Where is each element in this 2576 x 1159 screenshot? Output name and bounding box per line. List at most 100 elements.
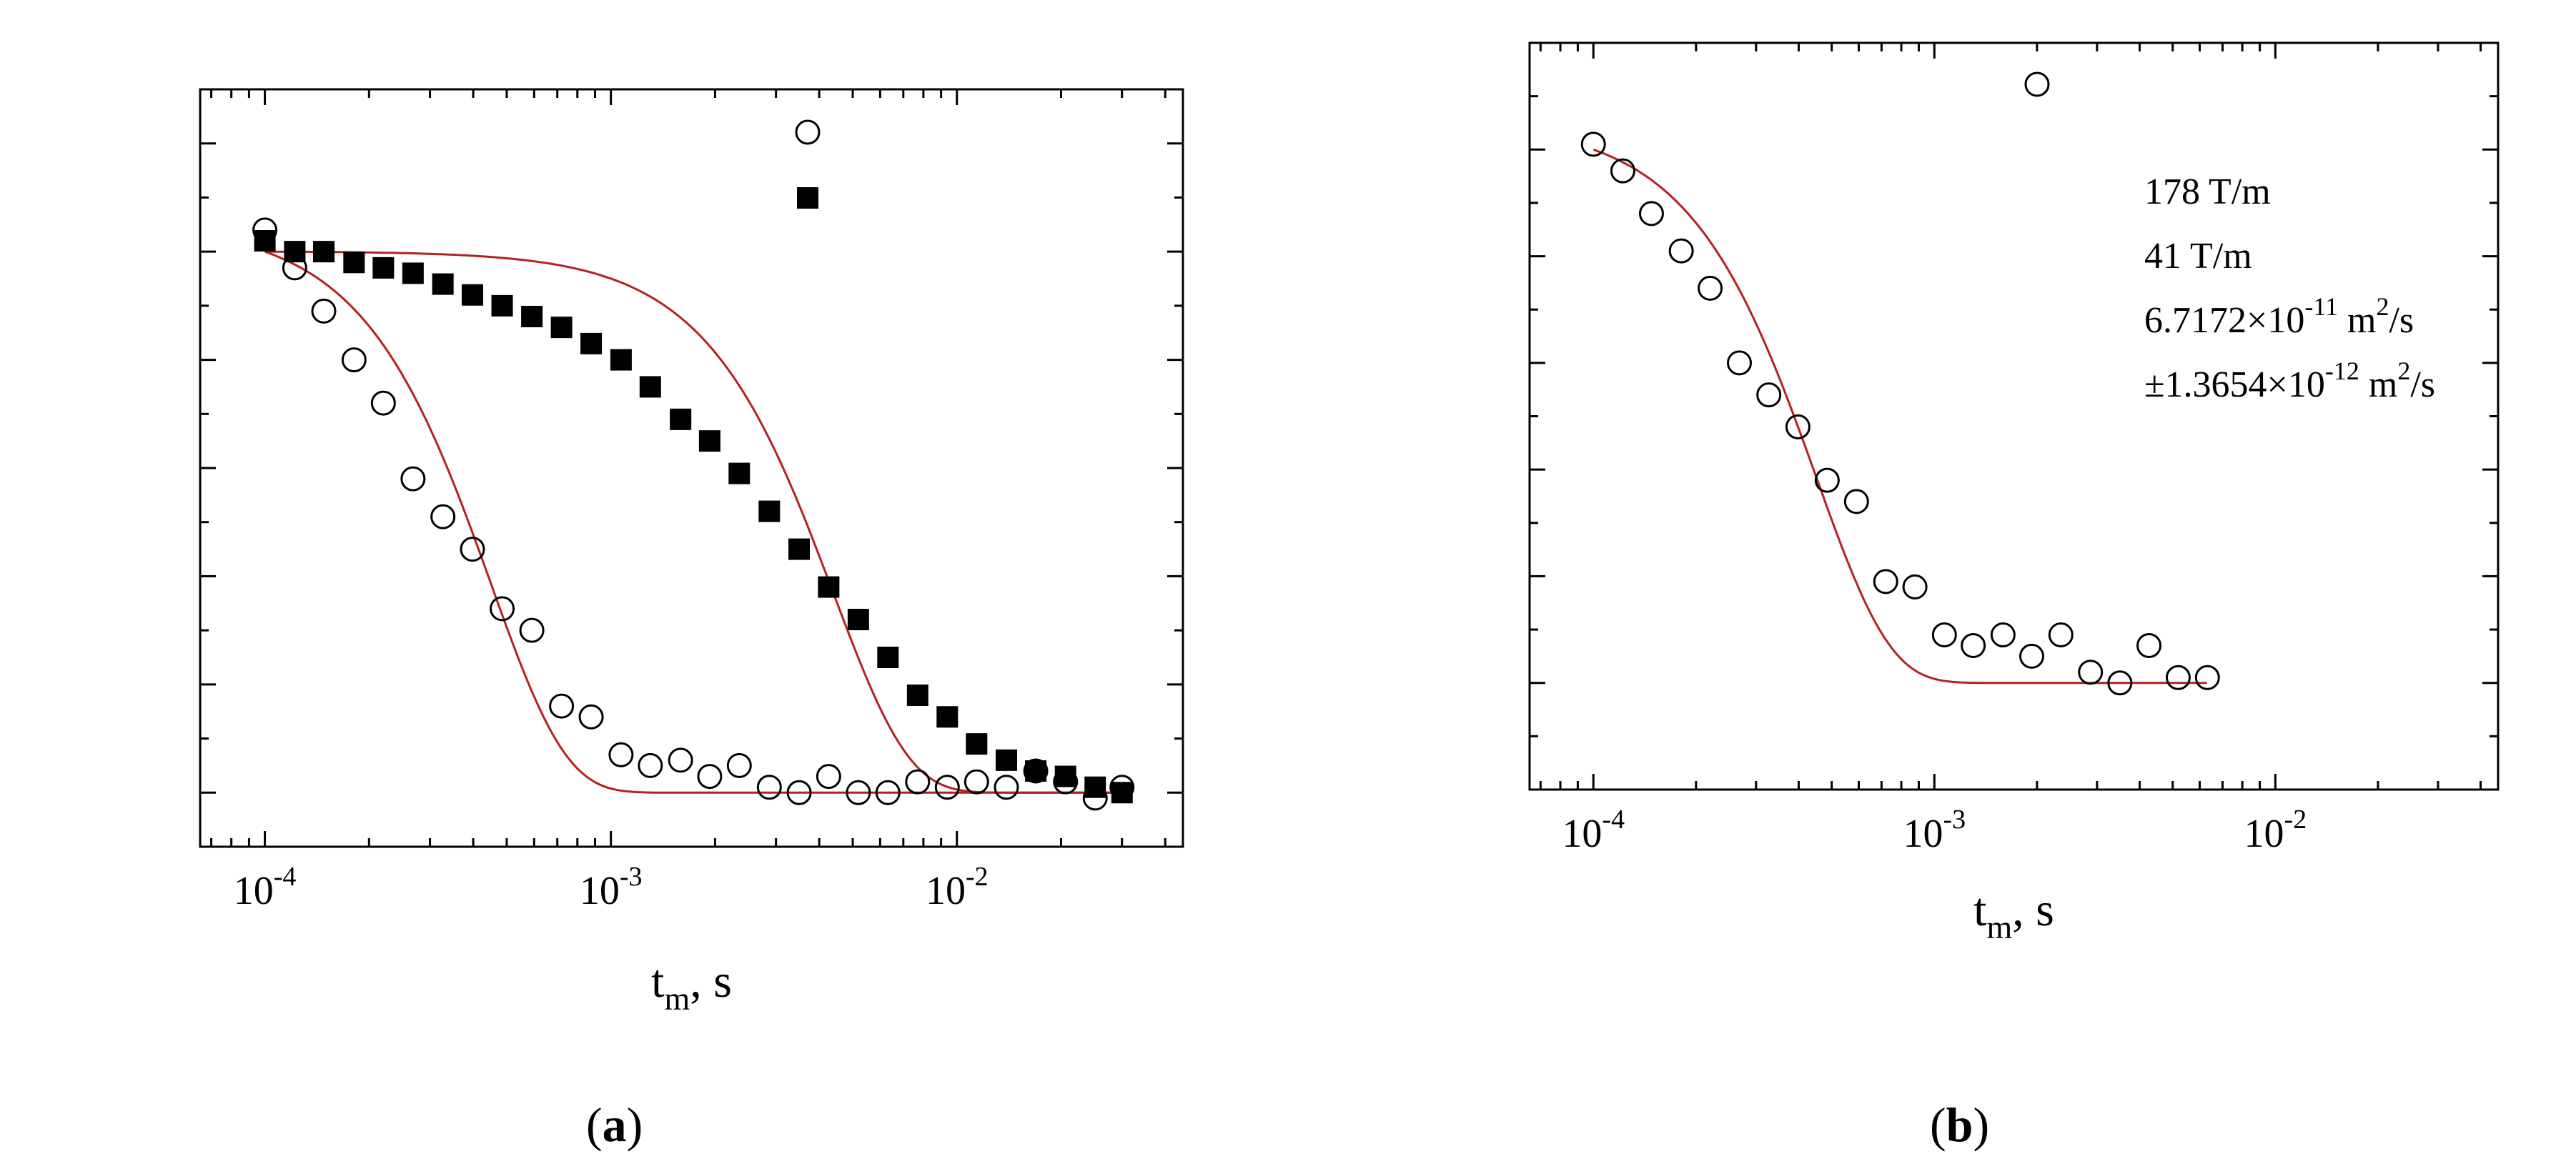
x-tick-label: 10-4 (1562, 805, 1625, 856)
data-point-circle (1580, 131, 1606, 157)
data-point-circle (1726, 350, 1752, 376)
legend-marker-circle (795, 119, 821, 145)
param-value: 41 T/m (2144, 236, 2252, 277)
data-point-square (284, 241, 306, 263)
data-point-square (936, 706, 958, 728)
data-point-circle (370, 390, 396, 416)
data-point-circle (668, 747, 693, 773)
data-point-square (698, 430, 720, 452)
data-point-square (312, 241, 335, 263)
data-point-square (639, 376, 661, 398)
data-point-square (906, 685, 928, 706)
data-point-circle (1843, 489, 1869, 514)
data-point-circle (490, 596, 515, 622)
data-point-circle (697, 764, 723, 790)
data-point-circle (638, 752, 663, 778)
data-point-circle (2165, 665, 2191, 690)
data-point-square (966, 733, 988, 755)
data-point-square (1025, 760, 1047, 782)
data-point-circle (311, 298, 337, 324)
data-point-circle (1814, 467, 1840, 493)
data-point-square (1111, 782, 1133, 804)
data-point-square (580, 332, 603, 354)
data-point-square (996, 749, 1018, 771)
data-point-square (372, 257, 395, 279)
data-point-circle (578, 704, 604, 730)
data-point-circle (963, 769, 989, 795)
chart-panel-a: 10-4 10-3 10-2 tm, s (199, 88, 1184, 1017)
fit-curve (1592, 148, 2207, 685)
data-point-square (402, 262, 424, 284)
plot-frame (199, 88, 1184, 848)
data-point-circle (2019, 643, 2045, 669)
data-point-circle (1638, 201, 1664, 227)
data-point-circle (905, 769, 931, 795)
data-point-circle (786, 780, 812, 805)
data-point-circle (2078, 660, 2104, 685)
data-point-square (818, 576, 840, 598)
data-point-square (610, 349, 632, 371)
data-point-circle (2136, 632, 2162, 658)
panel-label-a: (a) (586, 1098, 643, 1152)
data-point-square (728, 462, 750, 484)
data-point-circle (934, 775, 960, 800)
panel-label-b: (b) (1930, 1098, 1990, 1152)
data-point-circle (2194, 665, 2220, 690)
data-point-circle (1931, 622, 1957, 648)
data-point-square (1084, 776, 1106, 798)
data-point-circle (341, 347, 367, 373)
data-point-circle (1902, 574, 1928, 600)
data-point-circle (1785, 414, 1810, 439)
data-point-circle (1668, 238, 1694, 264)
data-point-square (254, 230, 276, 252)
data-point-circle (756, 775, 782, 800)
data-point-circle (430, 504, 456, 529)
data-point-circle (875, 780, 901, 805)
data-point-square (847, 609, 869, 630)
data-point-square (521, 306, 543, 327)
data-point-square (491, 294, 513, 317)
x-tick-label: 10-4 (234, 862, 297, 913)
data-point-circle (1756, 382, 1782, 408)
x-tick-label: 10-3 (580, 862, 643, 913)
data-point-square (343, 252, 365, 274)
x-axis-label: tm, s (651, 955, 732, 1017)
data-point-circle (994, 775, 1019, 800)
data-point-square (432, 273, 454, 295)
data-point-square (461, 284, 483, 306)
param-value: ±1.3654×10-12 m2/s (2144, 357, 2435, 405)
x-axis-label: tm, s (1973, 884, 2054, 945)
fit-curve (264, 250, 1122, 794)
data-point-circle (816, 764, 841, 790)
data-point-square (788, 538, 811, 560)
data-point-circle (2048, 622, 2074, 648)
data-point-square (1054, 765, 1076, 787)
data-point-square (758, 500, 781, 522)
data-point-circle (1610, 158, 1635, 184)
param-value: 178 T/m (2144, 171, 2271, 212)
fit-curve (264, 250, 1122, 794)
data-point-circle (519, 617, 545, 643)
data-point-square (550, 317, 573, 339)
param-value: 6.7172×10-11 m2/s (2144, 292, 2414, 341)
plot-frame (1528, 41, 2500, 791)
legend-marker-circle (2024, 71, 2050, 97)
data-point-square (670, 408, 692, 430)
data-point-circle (846, 780, 871, 805)
data-point-circle (608, 742, 634, 767)
data-point-circle (1990, 622, 2016, 648)
x-tick-label: 10-3 (1903, 805, 1966, 856)
data-point-circle (460, 537, 485, 562)
legend-marker-square (797, 187, 818, 209)
x-tick-label: 10-2 (926, 862, 989, 913)
data-point-circle (1023, 758, 1049, 784)
data-point-circle (1698, 275, 1723, 301)
data-point-circle (726, 752, 752, 778)
x-tick-label: 10-2 (2244, 805, 2307, 856)
data-point-circle (1873, 569, 1898, 595)
data-point-circle (549, 693, 575, 719)
data-point-circle (1961, 632, 1986, 658)
data-point-circle (2107, 670, 2133, 696)
data-point-circle (400, 466, 426, 492)
